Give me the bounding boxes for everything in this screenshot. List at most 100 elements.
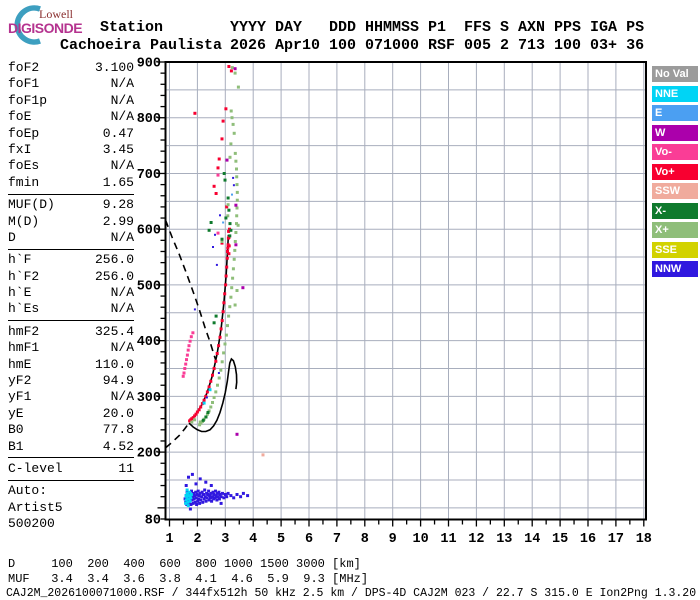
x-tick-label: 12 bbox=[468, 532, 484, 547]
param-value: 9.28 bbox=[102, 197, 134, 213]
param-label: fxI bbox=[8, 141, 32, 157]
param-label: hmF2 bbox=[8, 323, 40, 339]
header-values-row: 2026 Apr10 100 071000 RSF 005 2 713 100 … bbox=[230, 37, 645, 54]
legend-item-x: X+ bbox=[652, 222, 698, 238]
param-row: hmF2 325.4 bbox=[8, 324, 134, 340]
param-row: foE N/A bbox=[8, 109, 134, 125]
param-row: B1 4.52 bbox=[8, 439, 134, 455]
o-mode-spread bbox=[193, 65, 233, 256]
legend-item-w: W bbox=[652, 124, 698, 141]
param-row: h`Es N/A bbox=[8, 301, 134, 317]
y-tick-label: 80 bbox=[145, 513, 161, 528]
o-mode-trace bbox=[188, 229, 231, 423]
param-label: h`F bbox=[8, 252, 32, 268]
param-value: 20.0 bbox=[102, 405, 134, 421]
legend-item-x: X- bbox=[652, 202, 698, 219]
param-label: foEs bbox=[8, 158, 40, 174]
legend-item-noval: No Val bbox=[652, 66, 698, 82]
header-columns-row: YYYY DAY DDD HHMMSS P1 FFS S AXN PPS IGA… bbox=[230, 19, 645, 36]
profile-curve bbox=[188, 357, 238, 433]
x-tick-label: 18 bbox=[636, 532, 652, 547]
param-label: fmin bbox=[8, 174, 40, 190]
param-row: C-level 11 bbox=[8, 461, 134, 477]
param-row: fxI 3.45 bbox=[8, 142, 134, 158]
ssw-echoes bbox=[261, 453, 265, 457]
param-row: foF1 N/A bbox=[8, 76, 134, 92]
param-row: MUF(D) 9.28 bbox=[8, 197, 134, 213]
separator-line bbox=[8, 479, 134, 481]
x-tick-label: 2 bbox=[193, 532, 201, 547]
param-row: hmE 110.0 bbox=[8, 357, 134, 373]
logo-lowell-text: Lowell bbox=[39, 7, 73, 21]
param-row: fmin 1.65 bbox=[8, 175, 134, 191]
param-label: foF1p bbox=[8, 92, 48, 108]
param-row: B0 77.8 bbox=[8, 422, 134, 438]
x-tick-label: 17 bbox=[608, 532, 624, 547]
es-layer-cloud bbox=[183, 472, 250, 511]
param-label: hmF1 bbox=[8, 340, 40, 356]
param-value: 3.45 bbox=[102, 141, 134, 157]
x-tick-label: 10 bbox=[412, 532, 428, 547]
distance-row: D 100 200 400 600 800 1000 1500 3000 [km… bbox=[8, 557, 361, 571]
param-label: B0 bbox=[8, 422, 24, 438]
vo-minus-echoes bbox=[181, 173, 220, 378]
param-label: D bbox=[8, 229, 16, 245]
y-tick-label: 600 bbox=[137, 224, 161, 239]
param-label: foF2 bbox=[8, 60, 40, 75]
param-row: foEp 0.47 bbox=[8, 126, 134, 142]
param-row: 500200 bbox=[8, 516, 134, 532]
legend-item-e: E bbox=[652, 105, 698, 121]
param-label: M(D) bbox=[8, 213, 40, 229]
param-row: foF2 3.100 bbox=[8, 60, 134, 76]
x-tick-label: 15 bbox=[552, 532, 568, 547]
param-label: yF2 bbox=[8, 373, 32, 389]
param-label: foE bbox=[8, 109, 32, 125]
param-label: hmE bbox=[8, 356, 32, 372]
x-minus-spread bbox=[201, 172, 233, 422]
param-value: 325.4 bbox=[94, 323, 134, 339]
param-label: h`E bbox=[8, 285, 32, 301]
param-row: yF1 N/A bbox=[8, 389, 134, 405]
muf-row: MUF 3.4 3.4 3.6 3.8 4.1 4.6 5.9 9.3 [MHz… bbox=[8, 572, 369, 586]
param-value: 0.47 bbox=[102, 125, 134, 141]
param-label: foEp bbox=[8, 125, 40, 141]
param-value: N/A bbox=[110, 92, 134, 108]
station-label: Station bbox=[100, 19, 164, 36]
param-label: h`Es bbox=[8, 301, 40, 317]
param-value: N/A bbox=[110, 76, 134, 92]
x-tick-label: 7 bbox=[333, 532, 341, 547]
logo-digisonde-text: DIGISONDE bbox=[8, 20, 83, 36]
param-value: N/A bbox=[110, 158, 134, 174]
w-echoes bbox=[225, 67, 245, 436]
param-row: D N/A bbox=[8, 230, 134, 246]
param-label: B1 bbox=[8, 438, 24, 454]
x-tick-label: 6 bbox=[305, 532, 313, 547]
param-row: Artist5 bbox=[8, 500, 134, 516]
y-tick-label: 500 bbox=[137, 279, 161, 294]
y-tick-label: 700 bbox=[137, 168, 161, 183]
file-info-line: CAJ2M_2026100071000.RSF / 344fx512h 50 k… bbox=[6, 587, 697, 600]
x-tick-label: 11 bbox=[440, 532, 456, 547]
y-tick-label: 400 bbox=[137, 335, 161, 350]
y-tick-label: 800 bbox=[137, 112, 161, 127]
param-row: yE 20.0 bbox=[8, 406, 134, 422]
param-label: C-level bbox=[8, 460, 63, 476]
y-tick-label: 300 bbox=[137, 391, 161, 406]
separator-line bbox=[8, 193, 134, 195]
legend-item-sse: SSE bbox=[652, 241, 698, 258]
profile-extrapolated bbox=[165, 422, 190, 449]
x-tick-label: 16 bbox=[580, 532, 596, 547]
x-tick-label: 5 bbox=[277, 532, 285, 547]
param-label: Auto: bbox=[8, 483, 48, 499]
param-value: 11 bbox=[118, 460, 134, 476]
param-row: M(D) 2.99 bbox=[8, 214, 134, 230]
x-tick-label: 13 bbox=[496, 532, 512, 547]
param-row: hmF1 N/A bbox=[8, 340, 134, 356]
param-value: N/A bbox=[110, 229, 134, 245]
nne-echoes bbox=[184, 388, 212, 508]
x-tick-label: 14 bbox=[524, 532, 540, 547]
y-tick-label: 900 bbox=[137, 57, 161, 72]
param-label: foF1 bbox=[8, 76, 40, 92]
param-value: N/A bbox=[110, 301, 134, 317]
